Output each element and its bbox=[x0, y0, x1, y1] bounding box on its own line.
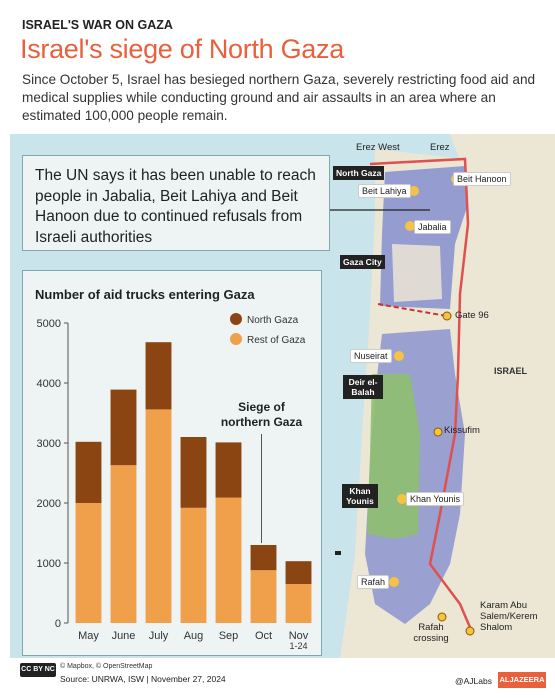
x-tick-label: May bbox=[78, 630, 99, 642]
x-tick-label: Aug bbox=[184, 630, 204, 642]
chart-annotation: Siege of bbox=[238, 400, 286, 414]
label-rafah: Rafah bbox=[357, 575, 390, 589]
x-tick-label: July bbox=[149, 630, 169, 642]
label-gate-96: Gate 96 bbox=[455, 310, 489, 321]
x-tick-label: Nov bbox=[289, 630, 309, 642]
bar-rest-of-gaza bbox=[145, 409, 172, 623]
label-beit-hanoon: Beit Hanoon bbox=[453, 172, 511, 186]
place-marker bbox=[409, 186, 419, 196]
footer bbox=[0, 660, 555, 698]
bar-north-gaza bbox=[145, 342, 172, 410]
y-tick-label: 0 bbox=[55, 618, 61, 630]
label-nuseirat: Nuseirat bbox=[350, 349, 392, 363]
gaza-city-patch bbox=[392, 244, 442, 302]
place-marker bbox=[405, 221, 415, 231]
dashed-divide-line bbox=[377, 303, 448, 317]
label-khan-younis: Khan Younis bbox=[406, 492, 465, 506]
gate-marker bbox=[433, 427, 443, 437]
region-gaza-city: Gaza City bbox=[340, 255, 385, 269]
bar-rest-of-gaza bbox=[110, 465, 137, 623]
border-line bbox=[369, 157, 474, 633]
label-karam-abu-salem: Karam Abu Salem/Kerem Shalom bbox=[480, 600, 538, 633]
place-marker bbox=[389, 577, 399, 587]
bar-rest-of-gaza bbox=[180, 507, 207, 623]
bar-rest-of-gaza bbox=[285, 584, 312, 623]
y-tick-label: 1000 bbox=[37, 558, 61, 570]
x-tick-label: Oct bbox=[255, 630, 272, 642]
bar-north-gaza bbox=[250, 545, 277, 571]
chart-annotation: northern Gaza bbox=[221, 415, 303, 429]
bar-north-gaza bbox=[75, 441, 102, 503]
un-callout-text: The UN says it has been unable to reach … bbox=[35, 167, 316, 246]
region-khan-younis: Khan Younis bbox=[342, 484, 378, 508]
chart-panel: Number of aid trucks entering Gaza 0 1000… bbox=[22, 270, 322, 656]
region-north-gaza: North Gaza bbox=[333, 166, 385, 180]
bar-rest-of-gaza bbox=[215, 497, 242, 623]
bar-rest-of-gaza bbox=[75, 503, 102, 623]
label-erez-west: Erez West bbox=[356, 142, 400, 153]
place-marker bbox=[397, 494, 407, 504]
legend-swatch bbox=[230, 333, 242, 345]
x-tick-label: Sep bbox=[219, 630, 239, 642]
x-tick-label: 1-24 bbox=[289, 641, 307, 651]
bar-north-gaza bbox=[285, 561, 312, 584]
land-israel bbox=[350, 134, 555, 658]
legend-label: North Gaza bbox=[247, 315, 299, 326]
label-jabalia: Jabalia bbox=[414, 220, 451, 234]
un-callout-box: The UN says it has been unable to reach … bbox=[22, 155, 330, 251]
gate-marker bbox=[437, 612, 447, 622]
bar-north-gaza bbox=[110, 389, 137, 466]
y-tick-label: 4000 bbox=[37, 378, 61, 390]
aljazeera-logo: ALJAZEERA bbox=[498, 672, 546, 688]
place-marker bbox=[394, 351, 404, 361]
legend-label: Rest of Gaza bbox=[247, 335, 306, 346]
x-tick-label: June bbox=[112, 630, 136, 642]
bar-north-gaza bbox=[180, 437, 207, 508]
page-title: Israel's siege of North Gaza bbox=[20, 34, 344, 64]
gate-marker bbox=[465, 626, 475, 636]
handle: @AJLabs bbox=[455, 676, 492, 686]
region-rafah bbox=[335, 551, 341, 555]
bar-rest-of-gaza bbox=[250, 570, 277, 623]
gate-marker bbox=[442, 311, 452, 321]
y-tick-label: 2000 bbox=[37, 498, 61, 510]
credits: © Mapbox, © OpenStreetMap bbox=[60, 663, 153, 670]
region-israel: ISRAEL bbox=[494, 366, 528, 376]
label-erez: Erez bbox=[430, 142, 450, 153]
bar-north-gaza bbox=[215, 442, 242, 498]
y-tick-label: 3000 bbox=[37, 438, 61, 450]
label-beit-lahiya: Beit Lahiya bbox=[358, 184, 411, 198]
chart-title: Number of aid trucks entering Gaza bbox=[35, 287, 255, 302]
y-tick-label: 5000 bbox=[37, 318, 61, 330]
source-line: Source: UNRWA, ISW | November 27, 2024 bbox=[60, 674, 226, 684]
label-rafah-crossing: Rafah crossing bbox=[413, 622, 449, 644]
kicker: ISRAEL'S WAR ON GAZA bbox=[22, 18, 173, 32]
label-kissufim: Kissufim bbox=[444, 425, 480, 436]
bar-chart: Number of aid trucks entering Gaza 0 1000… bbox=[35, 287, 312, 651]
page-subtitle: Since October 5, Israel has besieged nor… bbox=[22, 72, 536, 123]
cc-badge: CC BY NC ND bbox=[20, 663, 56, 687]
legend-swatch bbox=[230, 313, 242, 325]
region-deir-el-balah: Deir el-Balah bbox=[343, 375, 383, 399]
